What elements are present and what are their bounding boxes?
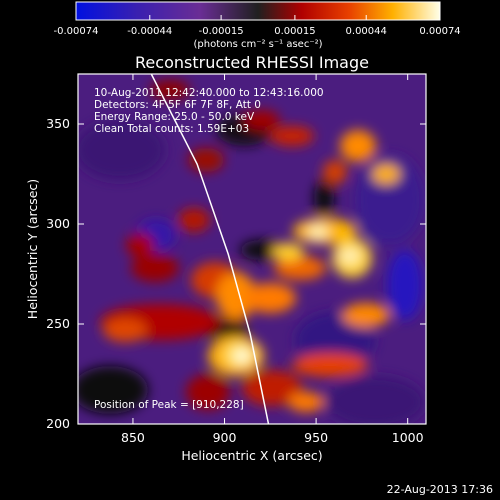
colorbar-tick-label: 0.00074 bbox=[419, 26, 460, 37]
x-tick-label: 900 bbox=[213, 430, 237, 445]
annotation-energy-range: Energy Range: 25.0 - 50.0 keV bbox=[94, 111, 255, 123]
x-tick-label: 1000 bbox=[392, 430, 424, 445]
footer-date: 22-Aug-2013 17:36 bbox=[387, 483, 493, 496]
peak-position-label: Position of Peak = [910,228] bbox=[94, 399, 244, 411]
annotation-time-range: 10-Aug-2011 12:42:40.000 to 12:43:16.000 bbox=[94, 87, 324, 99]
x-tick-label: 850 bbox=[121, 430, 145, 445]
plot-frame bbox=[77, 73, 427, 425]
colorbar-units-label: (photons cm⁻² s⁻¹ asec⁻²) bbox=[193, 39, 322, 50]
annotation-block: 10-Aug-2011 12:42:40.000 to 12:43:16.000… bbox=[94, 87, 324, 135]
y-axis-label: Heliocentric Y (arcsec) bbox=[25, 179, 40, 319]
colorbar: -0.00074 -0.00044 -0.00015 0.00015 0.00044 0.… bbox=[54, 1, 461, 50]
heatmap-blobs bbox=[78, 80, 425, 424]
x-tick-label: 950 bbox=[304, 430, 328, 445]
colorbar-tick-label: -0.00074 bbox=[54, 26, 99, 37]
y-tick-label: 300 bbox=[46, 216, 70, 231]
colorbar-ticks: -0.00074 -0.00044 -0.00015 0.00015 0.00044 0.… bbox=[54, 15, 461, 37]
chart-title: Reconstructed RHESSI Image bbox=[135, 53, 369, 72]
colorbar-tick-label: -0.00015 bbox=[199, 26, 244, 37]
y-tick-label: 250 bbox=[46, 316, 70, 331]
heatmap-image bbox=[78, 74, 426, 424]
x-axis-ticks: 850 900 950 1000 bbox=[121, 74, 424, 445]
colorbar-tick-label: 0.00015 bbox=[274, 26, 315, 37]
y-tick-label: 200 bbox=[46, 416, 70, 431]
annotation-clean-counts: Clean Total counts: 1.59E+03 bbox=[94, 123, 249, 135]
x-axis-label: Heliocentric X (arcsec) bbox=[181, 448, 322, 463]
y-tick-label: 350 bbox=[46, 116, 70, 131]
annotation-detectors: Detectors: 4F 5F 6F 7F 8F, Att 0 bbox=[94, 99, 261, 111]
solar-limb-curve bbox=[150, 74, 270, 424]
y-axis-ticks: 200 250 300 350 bbox=[46, 116, 426, 431]
colorbar-tick-label: 0.00044 bbox=[346, 26, 387, 37]
colorbar-tick-label: -0.00044 bbox=[127, 26, 172, 37]
colorbar-gradient bbox=[75, 1, 441, 21]
